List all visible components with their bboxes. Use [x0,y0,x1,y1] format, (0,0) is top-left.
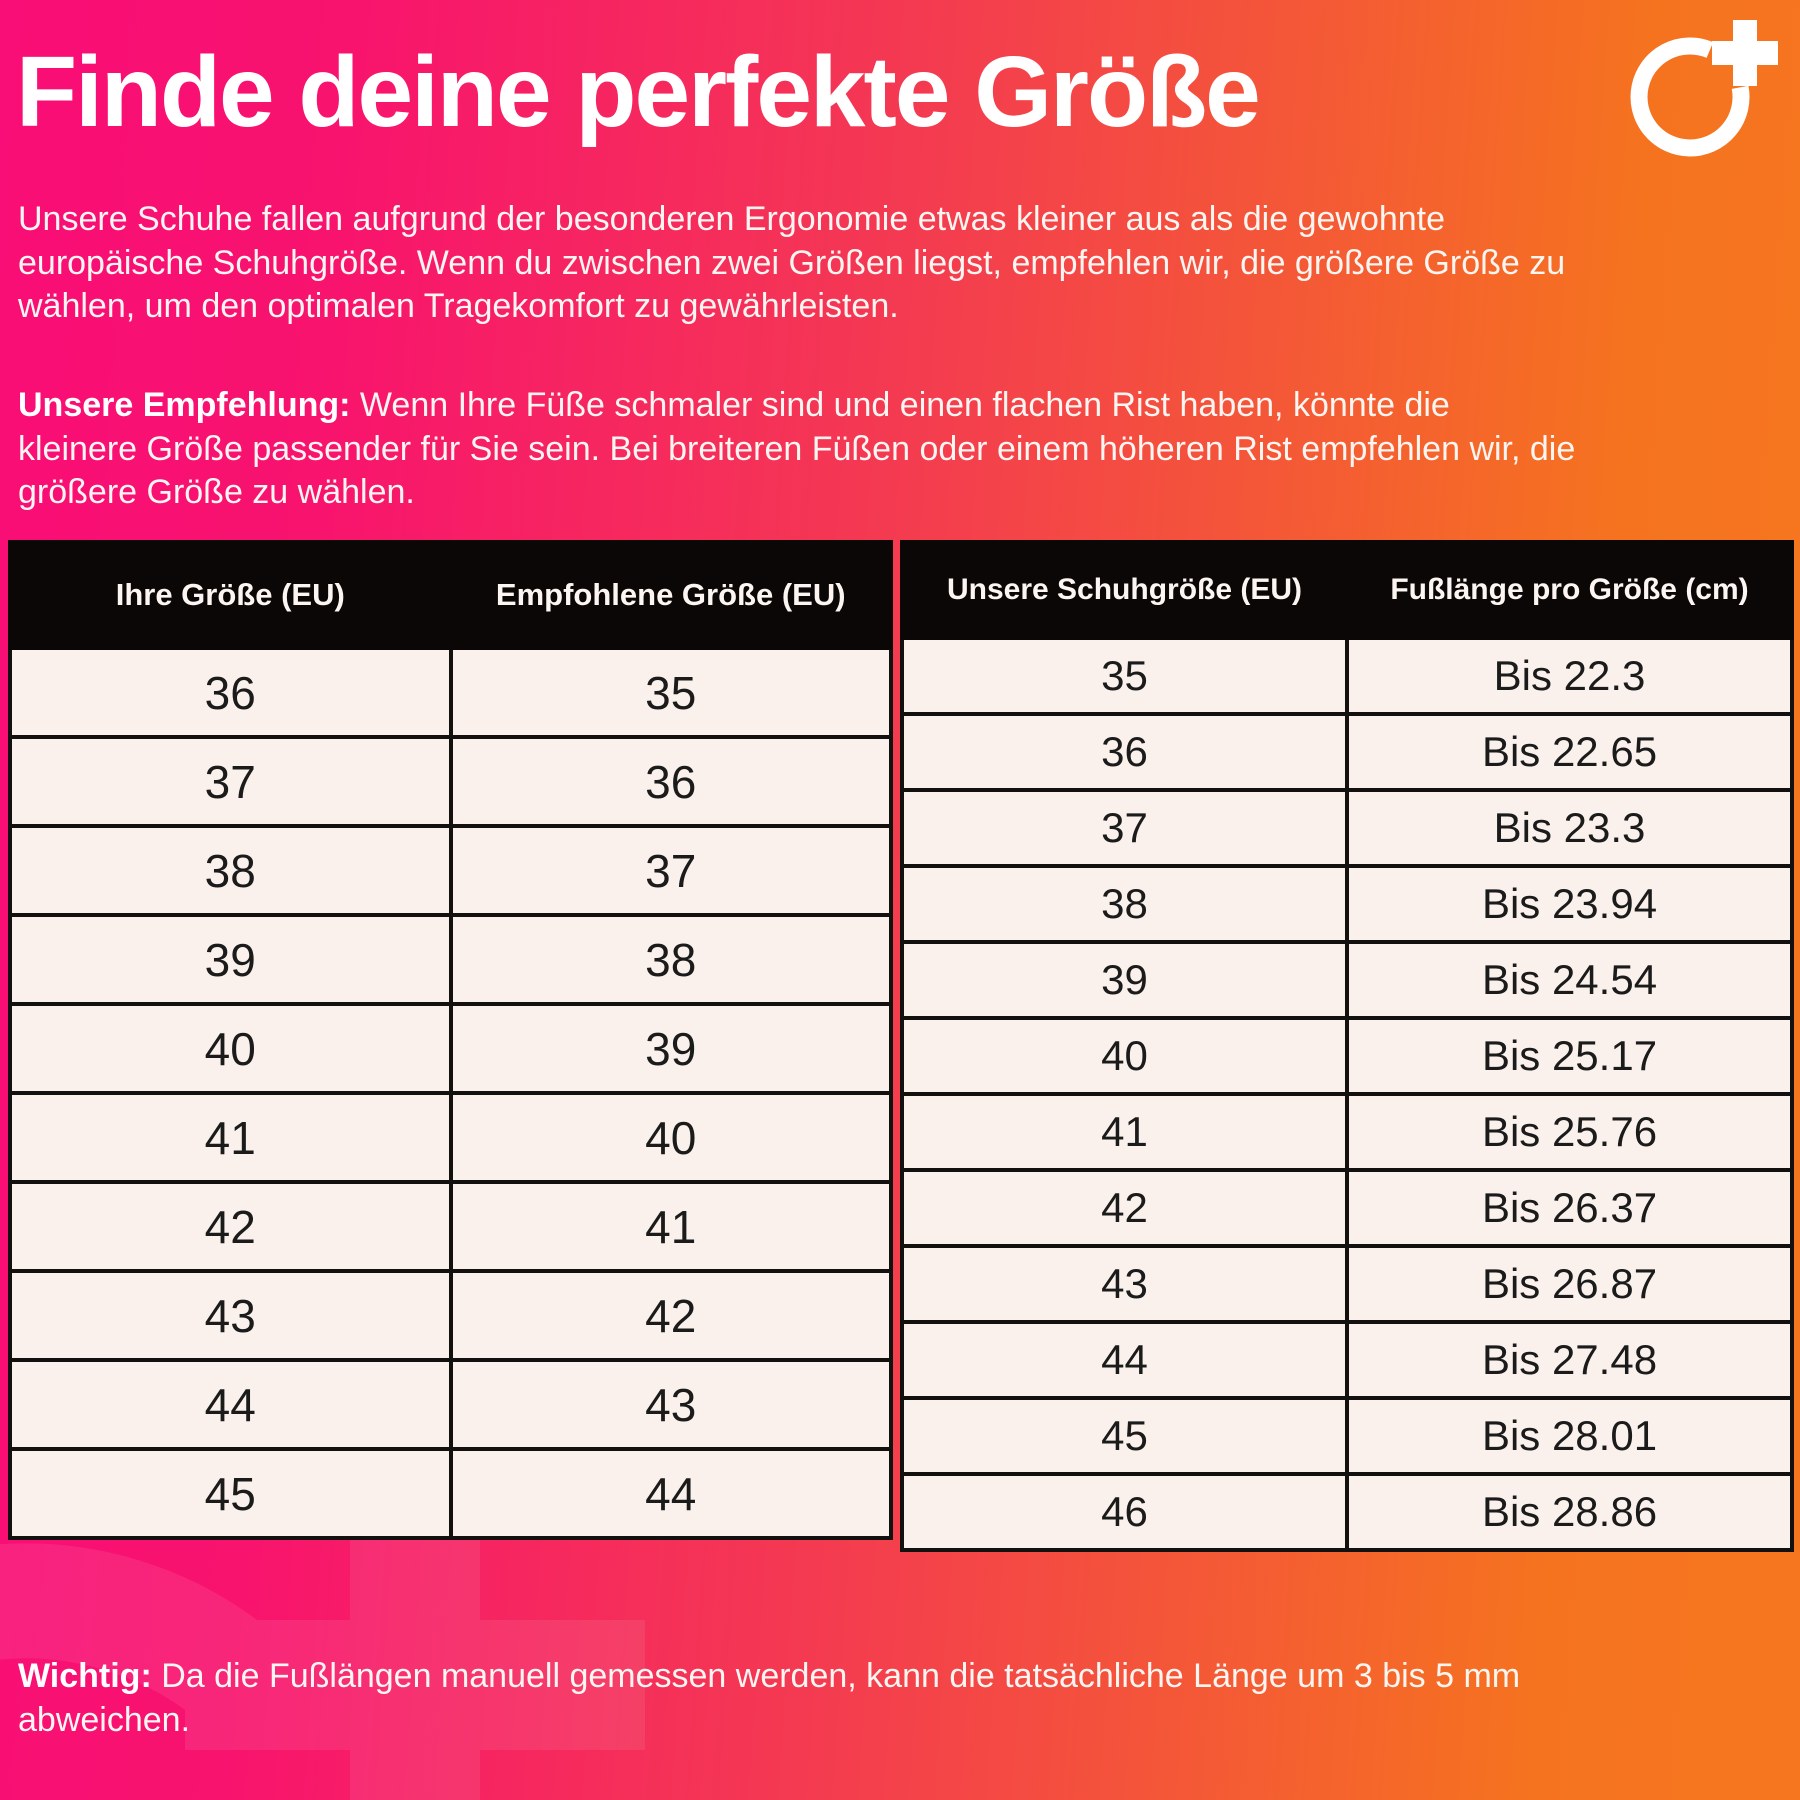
table-cell: Bis 23.3 [1345,788,1794,868]
column-header: Fußlänge pro Größe (cm) [1345,540,1794,640]
table-cell: Bis 26.87 [1345,1244,1794,1324]
table-cell: 40 [8,1002,453,1095]
table-cell: 43 [900,1244,1349,1324]
table-row: 43 42 [8,1269,893,1362]
table-cell: 45 [8,1447,453,1540]
table-cell: 39 [448,1002,893,1095]
table-row: 43 Bis 26.87 [900,1244,1794,1324]
table-cell: 39 [8,913,453,1006]
recommendation-body: Wenn Ihre Füße schmaler sind und einen f… [18,386,1576,512]
table-cell: 44 [8,1358,453,1451]
table-cell: Bis 27.48 [1345,1320,1794,1400]
table-row: 44 Bis 27.48 [900,1320,1794,1400]
table-cell: 41 [8,1091,453,1184]
table-row: 37 36 [8,735,893,828]
header-row: Unsere Schuhgröße (EU) Fußlänge pro Größe… [900,540,1794,640]
table-row: 38 37 [8,824,893,917]
table-cell: Bis 28.86 [1345,1472,1794,1552]
table-cell: 35 [448,646,893,739]
table-cell: 40 [900,1016,1349,1096]
watermark-logo [0,1500,860,1800]
table-cell: Bis 23.94 [1345,864,1794,944]
table-row: 38 Bis 23.94 [900,864,1794,944]
note-label: Wichtig: [18,1657,152,1695]
table-cell: 42 [900,1168,1349,1248]
table-cell: Bis 24.54 [1345,940,1794,1020]
table-cell: 44 [900,1320,1349,1400]
table-cell: 45 [900,1396,1349,1476]
table-cell: Bis 25.76 [1345,1092,1794,1172]
size-conversion-table: Ihre Größe (EU) Empfohlene Größe (EU) 36 35… [8,540,893,1540]
table-row: 45 Bis 28.01 [900,1396,1794,1476]
table-row: 42 41 [8,1180,893,1273]
table-row: 42 Bis 26.37 [900,1168,1794,1248]
table-cell: 39 [900,940,1349,1020]
table-row: 37 Bis 23.3 [900,788,1794,868]
table-row: 44 43 [8,1358,893,1451]
table-cell: 38 [448,913,893,1006]
table-cell: 38 [900,864,1349,944]
note-body: Da die Fußlängen manuell gemessen werden… [18,1657,1521,1739]
table-row: 39 38 [8,913,893,1006]
table-cell: 46 [900,1472,1349,1552]
recommendation-text: Unsere Empfehlung: Wenn Ihre Füße schmal… [18,384,1578,515]
table-cell: 36 [8,646,453,739]
table-row: 40 39 [8,1002,893,1095]
table-cell: 41 [448,1180,893,1273]
table-cell: 35 [900,636,1349,716]
column-header: Empfohlene Größe (EU) [448,540,893,650]
table-cell: 44 [448,1447,893,1540]
table-cell: 43 [448,1358,893,1451]
table-row: 36 35 [8,646,893,739]
table-cell: 42 [448,1269,893,1362]
table-cell: 37 [900,788,1349,868]
table-cell: Bis 22.65 [1345,712,1794,792]
foot-length-table: Unsere Schuhgröße (EU) Fußlänge pro Größe… [900,540,1794,1552]
table-row: 46 Bis 28.86 [900,1472,1794,1552]
table-cell: Bis 25.17 [1345,1016,1794,1096]
table-cell: 36 [900,712,1349,792]
watermark-circle-plus-icon [0,1500,645,1800]
table-cell: Bis 28.01 [1345,1396,1794,1476]
table-cell: 41 [900,1092,1349,1172]
table-row: 39 Bis 24.54 [900,940,1794,1020]
table-cell: 42 [8,1180,453,1273]
table-row: 41 40 [8,1091,893,1184]
table-cell: 37 [448,824,893,917]
recommendation-label: Unsere Empfehlung: [18,386,351,424]
page-title: Finde deine perfekte Größe [16,36,1261,148]
brand-logo [1612,10,1797,195]
table-row: 45 44 [8,1447,893,1540]
table-cell: 43 [8,1269,453,1362]
circle-plus-icon [1630,20,1778,157]
intro-text: Unsere Schuhe fallen aufgrund der besond… [18,200,1566,326]
header-row: Ihre Größe (EU) Empfohlene Größe (EU) [8,540,893,650]
table-cell: 37 [8,735,453,828]
table-cell: Bis 26.37 [1345,1168,1794,1248]
table-row: 41 Bis 25.76 [900,1092,1794,1172]
table-cell: 38 [8,824,453,917]
column-header: Ihre Größe (EU) [8,540,453,650]
column-header: Unsere Schuhgröße (EU) [900,540,1349,640]
table-cell: 36 [448,735,893,828]
note-text: Wichtig: Da die Fußlängen manuell gemess… [18,1655,1618,1742]
table-row: 40 Bis 25.17 [900,1016,1794,1096]
table-cell: Bis 22.3 [1345,636,1794,716]
table-row: 35 Bis 22.3 [900,636,1794,716]
table-row: 36 Bis 22.65 [900,712,1794,792]
table-cell: 40 [448,1091,893,1184]
